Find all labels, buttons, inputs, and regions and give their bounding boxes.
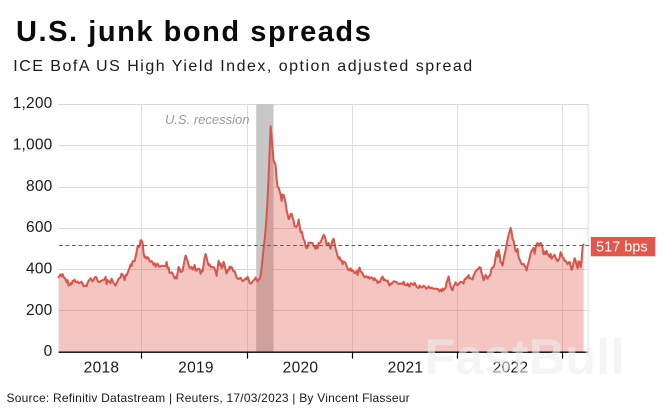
svg-text:0: 0: [44, 343, 53, 360]
svg-text:2018: 2018: [84, 359, 120, 376]
svg-text:400: 400: [26, 261, 53, 278]
svg-text:2022: 2022: [493, 359, 529, 376]
svg-text:2020: 2020: [283, 359, 319, 376]
svg-text:2021: 2021: [388, 359, 424, 376]
svg-text:800: 800: [26, 178, 53, 195]
svg-text:1,200: 1,200: [13, 95, 53, 112]
svg-text:1,000: 1,000: [13, 137, 53, 154]
svg-text:200: 200: [26, 302, 53, 319]
svg-text:U.S. recession: U.S. recession: [165, 112, 250, 127]
svg-text:600: 600: [26, 219, 53, 236]
svg-text:FastBull: FastBull: [425, 329, 625, 385]
svg-text:2019: 2019: [178, 359, 214, 376]
svg-text:517 bps: 517 bps: [596, 240, 648, 256]
